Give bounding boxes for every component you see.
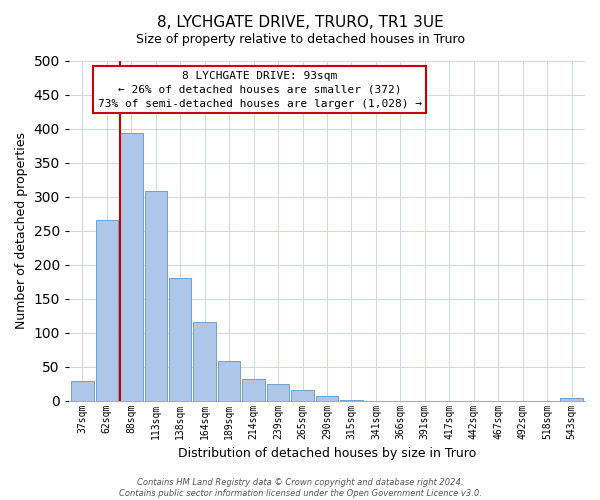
Text: 8 LYCHGATE DRIVE: 93sqm
← 26% of detached houses are smaller (372)
73% of semi-d: 8 LYCHGATE DRIVE: 93sqm ← 26% of detache… [98, 70, 422, 108]
Text: Size of property relative to detached houses in Truro: Size of property relative to detached ho… [136, 32, 464, 46]
Bar [193, 322, 216, 400]
Bar [120, 134, 143, 400]
Bar [145, 191, 167, 400]
Bar [95, 220, 118, 400]
Text: Contains HM Land Registry data © Crown copyright and database right 2024.
Contai: Contains HM Land Registry data © Crown c… [119, 478, 481, 498]
Bar [267, 384, 289, 400]
Y-axis label: Number of detached properties: Number of detached properties [15, 132, 28, 329]
Bar [218, 361, 241, 401]
Bar [71, 381, 94, 400]
Bar [242, 379, 265, 400]
X-axis label: Distribution of detached houses by size in Truro: Distribution of detached houses by size … [178, 447, 476, 460]
Bar [291, 390, 314, 400]
Bar [560, 398, 583, 400]
Text: 8, LYCHGATE DRIVE, TRURO, TR1 3UE: 8, LYCHGATE DRIVE, TRURO, TR1 3UE [157, 15, 443, 30]
Bar [316, 396, 338, 400]
Bar [169, 278, 191, 400]
